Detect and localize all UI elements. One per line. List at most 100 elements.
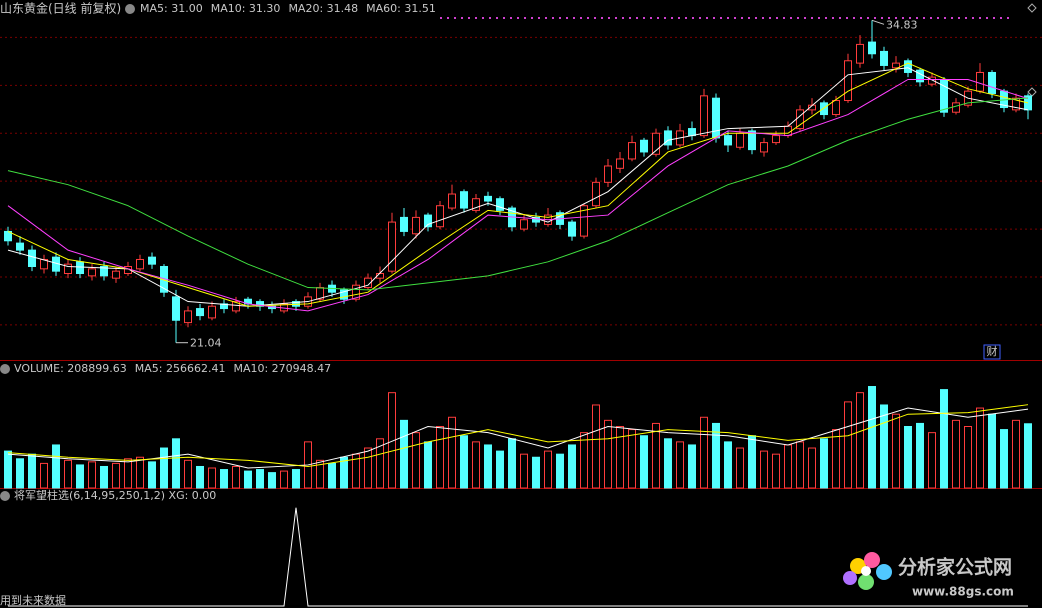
volume-bar [604,419,612,489]
candle-body [748,130,756,151]
volume-bar [628,429,636,489]
candle-body [88,268,96,277]
volume-bar [280,470,288,489]
marker: 财 [987,344,998,358]
candle-body [100,265,108,277]
volume-bar [748,435,756,489]
candle-body [148,256,156,265]
candle-body [1012,97,1020,111]
volume-bar [508,438,516,489]
candle-body [184,310,192,324]
marker-box [983,344,1001,360]
legend-entry: MA5: 256662.41 [135,362,226,375]
candle-body [880,50,888,66]
volume-bar [580,432,588,489]
candle-body [196,308,204,317]
candle-body [580,205,588,237]
volume-bar [88,461,96,489]
candle-body [664,130,672,146]
candle-body [604,165,612,183]
volume-bar [184,459,192,489]
volume-bar [136,456,144,489]
legend-entry: MA20: 31.48 [288,2,358,15]
volume-bar [400,419,408,489]
volume-bar [616,426,624,489]
volume-bar [292,469,300,489]
volume-bar [808,447,816,489]
volume-bar [376,438,384,489]
candle-body [460,191,468,209]
candle-body [736,132,744,148]
volume-bar [16,458,24,489]
candle-body [628,142,636,160]
candle-body [868,41,876,55]
candle-body [472,198,480,211]
corner-diamond [1027,3,1037,13]
ma-line [7,97,1029,291]
volume-bar [196,465,204,489]
ma-line [7,67,1029,307]
volume-bar [172,438,180,489]
candle-body [976,71,984,92]
menu-icon[interactable] [125,4,135,14]
volume-bar [916,422,924,489]
volume-bar [148,461,156,489]
volume-bar [544,450,552,489]
menu-icon[interactable] [0,364,10,374]
volume-bar [784,444,792,489]
candle-body [688,128,696,137]
candle-body [832,100,840,116]
volume-bar [112,462,120,489]
candle-body [496,198,504,211]
volume-bar [256,469,264,489]
candle-body [844,60,852,102]
volume-bar [940,389,948,489]
candle-body [136,258,144,270]
volume-bar [796,441,804,489]
candle-body [616,158,624,169]
volume-bar [640,435,648,489]
indicator-note: 用到未来数据 [0,593,66,607]
candle-body [520,219,528,230]
volume-bar [952,419,960,489]
volume-bar [772,453,780,489]
volume-bar [28,453,36,489]
volume-bar [232,465,240,489]
candle-body [700,95,708,137]
volume-bar [712,422,720,489]
candle-body [448,193,456,209]
candle-body [772,135,780,144]
candle-body [208,305,216,319]
candle-body [412,216,420,235]
ma-line [7,404,1029,467]
candle-body [820,102,828,116]
candle-body [892,62,900,69]
volume-bar [844,401,852,489]
candle-body [28,249,36,267]
volume-bar [100,465,108,489]
candle-body [172,296,180,321]
volume-bar [448,416,456,489]
volume-bar [820,438,828,489]
candle-body [784,125,792,137]
candle-body [16,242,24,251]
high-label: 34.83 [886,18,918,31]
volume-bar [700,416,708,489]
watermark-url: www.88gs.com [912,585,1014,599]
candle-body [640,139,648,153]
candle-body [592,181,600,207]
volume-bar [424,441,432,489]
volume-bar [904,426,912,489]
candle-body [988,71,996,95]
volume-bar [688,444,696,489]
volume-title: VOLUME: 208899.63 [14,362,127,375]
volume-bar [724,441,732,489]
legend-entry: MA10: 31.30 [211,2,281,15]
volume-bar [244,470,252,489]
ma-line [7,62,1029,307]
volume-bar [328,462,336,489]
menu-icon[interactable] [0,491,10,501]
candle-body [64,263,72,275]
chart-title: 山东黄金(日线 前复权) [0,1,121,16]
